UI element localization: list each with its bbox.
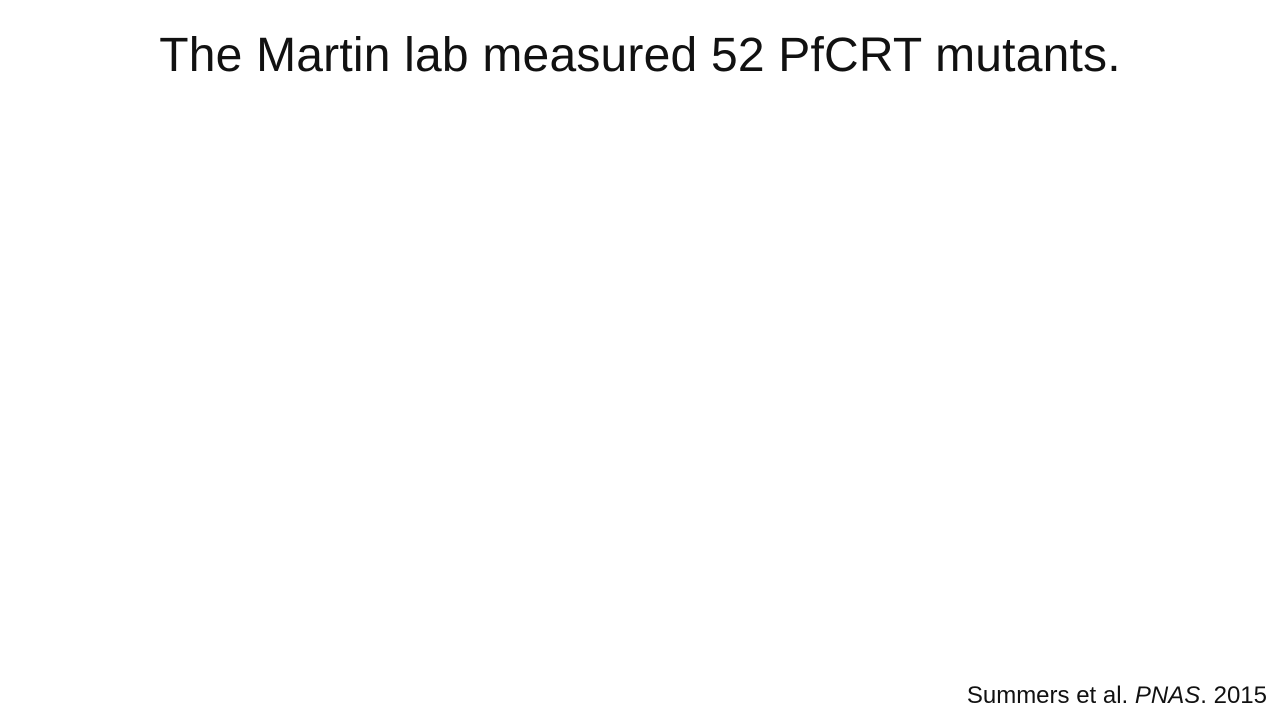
citation: Summers et al. PNAS. 2015: [967, 680, 1267, 712]
slide-title: The Martin lab measured 52 PfCRT mutants…: [159, 29, 1121, 82]
citation-authors: Summers et al.: [966, 682, 1129, 709]
citation-journal: PNAS: [1134, 682, 1201, 709]
citation-year: . 2015: [1200, 682, 1267, 709]
